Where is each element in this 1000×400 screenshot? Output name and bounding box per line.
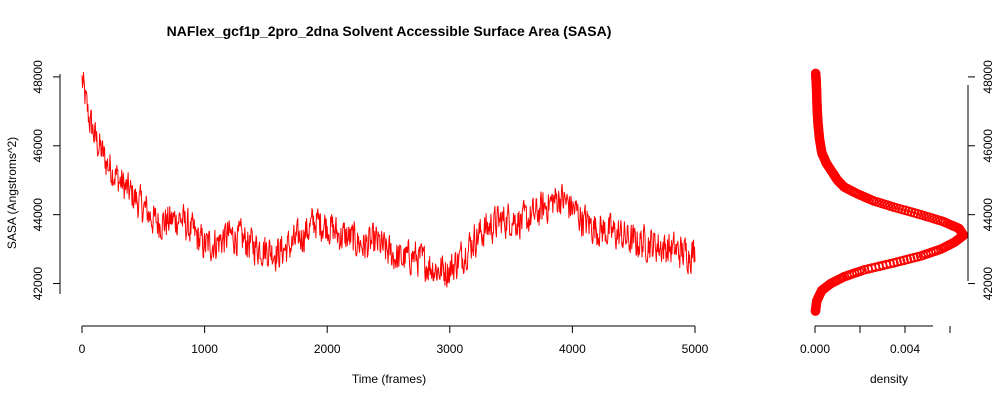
ts-x-tick-label: 5000 xyxy=(682,342,709,356)
ts-y-tick-label: 48000 xyxy=(31,60,45,94)
chart-title: NAFlex_gcf1p_2pro_2dna Solvent Accessibl… xyxy=(167,23,612,39)
ts-x-tick-label: 4000 xyxy=(559,342,586,356)
density-y-tick-label: 46000 xyxy=(981,129,995,163)
density-x-tick-label: 0.000 xyxy=(800,342,830,356)
density-y-tick-label: 44000 xyxy=(981,198,995,232)
density-panel: 0.000 0.004 42000 44000 46000 48000 density xyxy=(800,60,995,386)
density-x-tick-label: 0.004 xyxy=(890,342,920,356)
density-x-axis-label: density xyxy=(870,372,908,386)
density-points xyxy=(810,68,969,316)
ts-x-tick-label: 2000 xyxy=(314,342,341,356)
ts-y-ticks: 42000 44000 46000 48000 xyxy=(31,60,60,300)
ts-y-axis-label: SASA (Angstroms^2) xyxy=(5,137,19,249)
density-y-tick-label: 48000 xyxy=(981,60,995,94)
ts-y-tick-label: 46000 xyxy=(31,129,45,163)
ts-y-tick-label: 44000 xyxy=(31,198,45,232)
ts-y-tick-label: 42000 xyxy=(31,267,45,301)
density-y-ticks: 42000 44000 46000 48000 xyxy=(968,60,995,300)
ts-x-ticks: 0 1000 2000 3000 4000 5000 xyxy=(79,326,709,356)
density-x-ticks: 0.000 0.004 xyxy=(800,326,951,356)
density-y-tick-label: 42000 xyxy=(981,267,995,301)
density-point xyxy=(810,68,821,79)
ts-x-axis-label: Time (frames) xyxy=(352,372,426,386)
time-series-panel: 0 1000 2000 3000 4000 5000 42000 44000 46000 480… xyxy=(5,60,709,386)
ts-x-tick-label: 3000 xyxy=(436,342,463,356)
ts-x-tick-label: 1000 xyxy=(191,342,218,356)
ts-x-tick-label: 0 xyxy=(79,342,86,356)
sasa-time-series-line xyxy=(81,71,696,288)
